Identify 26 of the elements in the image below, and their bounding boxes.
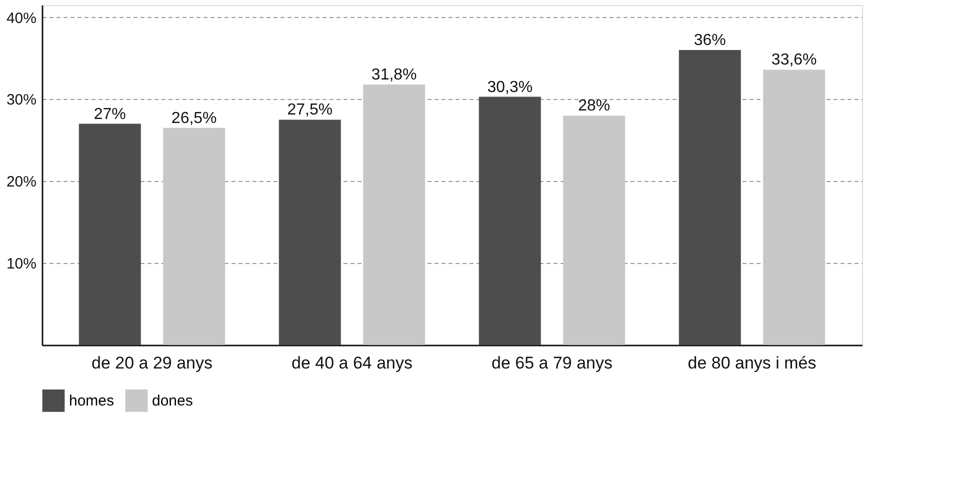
x-tick-label: de 80 anys i més [688,354,816,372]
bar [678,50,741,345]
legend-label: dones [152,392,193,410]
x-tick-label: de 65 a 79 anys [492,354,612,372]
data-label: 33,6% [771,52,817,69]
bar [163,128,226,345]
y-tick-label: 30% [6,92,36,109]
data-label: 28% [578,98,610,115]
bar [478,96,541,345]
data-label: 36% [694,32,726,50]
bar [763,70,826,345]
bar [363,84,426,345]
x-tick-label: de 20 a 29 anys [92,354,212,372]
bar [78,124,141,345]
data-label: 27,5% [287,102,333,119]
data-label: 26,5% [171,110,217,127]
data-label: 27% [94,106,126,123]
data-label: 31,8% [371,66,417,84]
bar [278,120,341,345]
data-label: 30,3% [487,78,533,96]
x-tick-label: de 40 a 64 anys [292,354,412,372]
y-tick-label: 10% [6,256,36,273]
bar [563,116,626,345]
y-tick-label: 40% [6,10,36,27]
y-tick-label: 20% [6,174,36,191]
legend-label: homes [69,392,114,410]
